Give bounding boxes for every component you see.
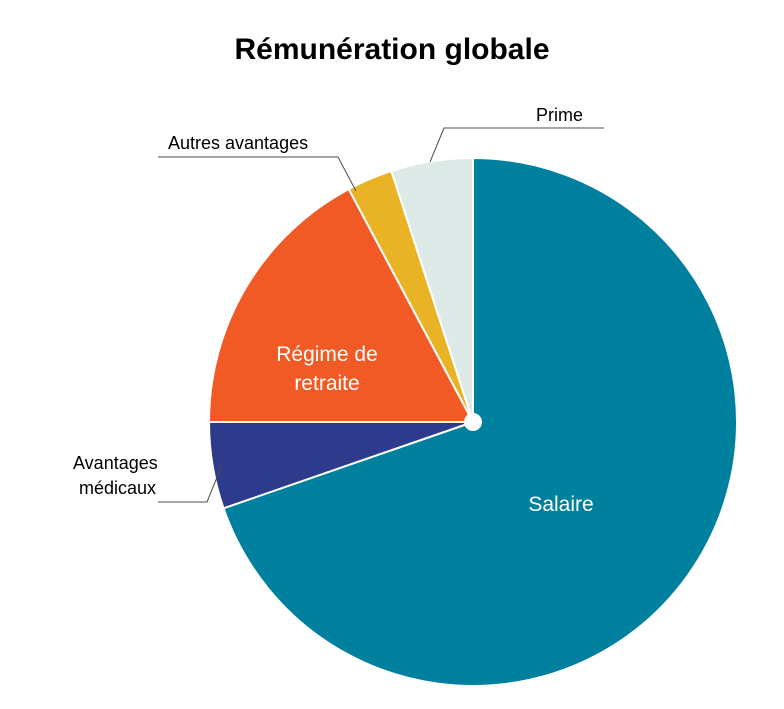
slice-label-salaire: Salaire [528, 493, 593, 516]
pie-slice-prime [390, 157, 474, 423]
slice-label-regime-retraite-line2: retraite [294, 372, 359, 395]
slice-label-autres-avantages: Autres avantages [168, 133, 308, 153]
pie-slice-regime-de-retraite [208, 188, 474, 423]
chart-title: Rémunération globale [234, 33, 550, 66]
slice-label-regime-retraite-line1: Régime de [276, 343, 378, 366]
leader-line-prime [429, 127, 604, 163]
pie-center-dot [464, 413, 482, 431]
slice-label-avantages-medicaux-line1: Avantages [73, 453, 158, 473]
leader-line-avantages-medicaux [158, 464, 223, 503]
leader-line-autres-avantages [158, 156, 357, 192]
slice-label-avantages-medicaux-line2: médicaux [79, 478, 156, 498]
slice-label-prime: Prime [536, 105, 583, 125]
